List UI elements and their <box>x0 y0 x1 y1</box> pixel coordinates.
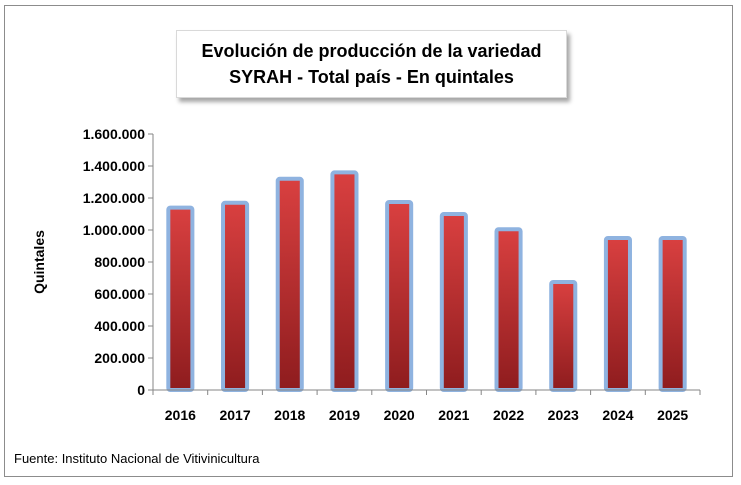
y-tick-label: 1.000.000 <box>83 222 145 238</box>
y-axis: 0 200.000 400.000 600.000 800.000 1.000.000 1.… <box>83 126 154 398</box>
x-tick-label: 2025 <box>657 407 688 423</box>
bar <box>494 227 523 392</box>
y-axis-title: Quintales <box>31 230 47 294</box>
y-tick-label: 400.000 <box>94 318 145 334</box>
chart-title-box: Evolución de producción de la variedad S… <box>176 30 567 98</box>
y-tick-label: 0 <box>137 382 145 398</box>
bar <box>330 170 359 392</box>
y-tick-label: 600.000 <box>94 286 145 302</box>
x-tick-label: 2020 <box>384 407 415 423</box>
source-note: Fuente: Instituto Nacional de Vitivinicu… <box>14 451 260 466</box>
y-tick-label: 1.400.000 <box>83 158 145 174</box>
x-tick-label: 2021 <box>438 407 469 423</box>
bars <box>166 170 687 392</box>
bar <box>658 236 687 392</box>
x-tick-label: 2016 <box>165 407 196 423</box>
y-tick-label: 1.200.000 <box>83 190 145 206</box>
x-tick-label: 2023 <box>548 407 579 423</box>
x-axis: 2016 2017 2018 2019 2020 2021 2022 2023 2024 2025 <box>152 389 701 423</box>
chart-title-line2: SYRAH - Total país - En quintales <box>229 67 514 87</box>
chart-title-line1: Evolución de producción de la variedad <box>201 41 542 61</box>
x-tick-label: 2019 <box>329 407 360 423</box>
x-tick-label: 2018 <box>274 407 305 423</box>
bar <box>549 280 578 392</box>
bar <box>275 176 304 392</box>
x-tick-label: 2017 <box>219 407 250 423</box>
bar <box>166 205 195 392</box>
bar <box>221 200 250 392</box>
y-tick-label: 1.600.000 <box>83 126 145 142</box>
x-tick-label: 2024 <box>602 407 633 423</box>
bar <box>439 212 468 392</box>
x-tick-label: 2022 <box>493 407 524 423</box>
bar <box>385 200 414 392</box>
y-tick-label: 800.000 <box>94 254 145 270</box>
y-tick-label: 200.000 <box>94 350 145 366</box>
bar <box>603 236 632 392</box>
